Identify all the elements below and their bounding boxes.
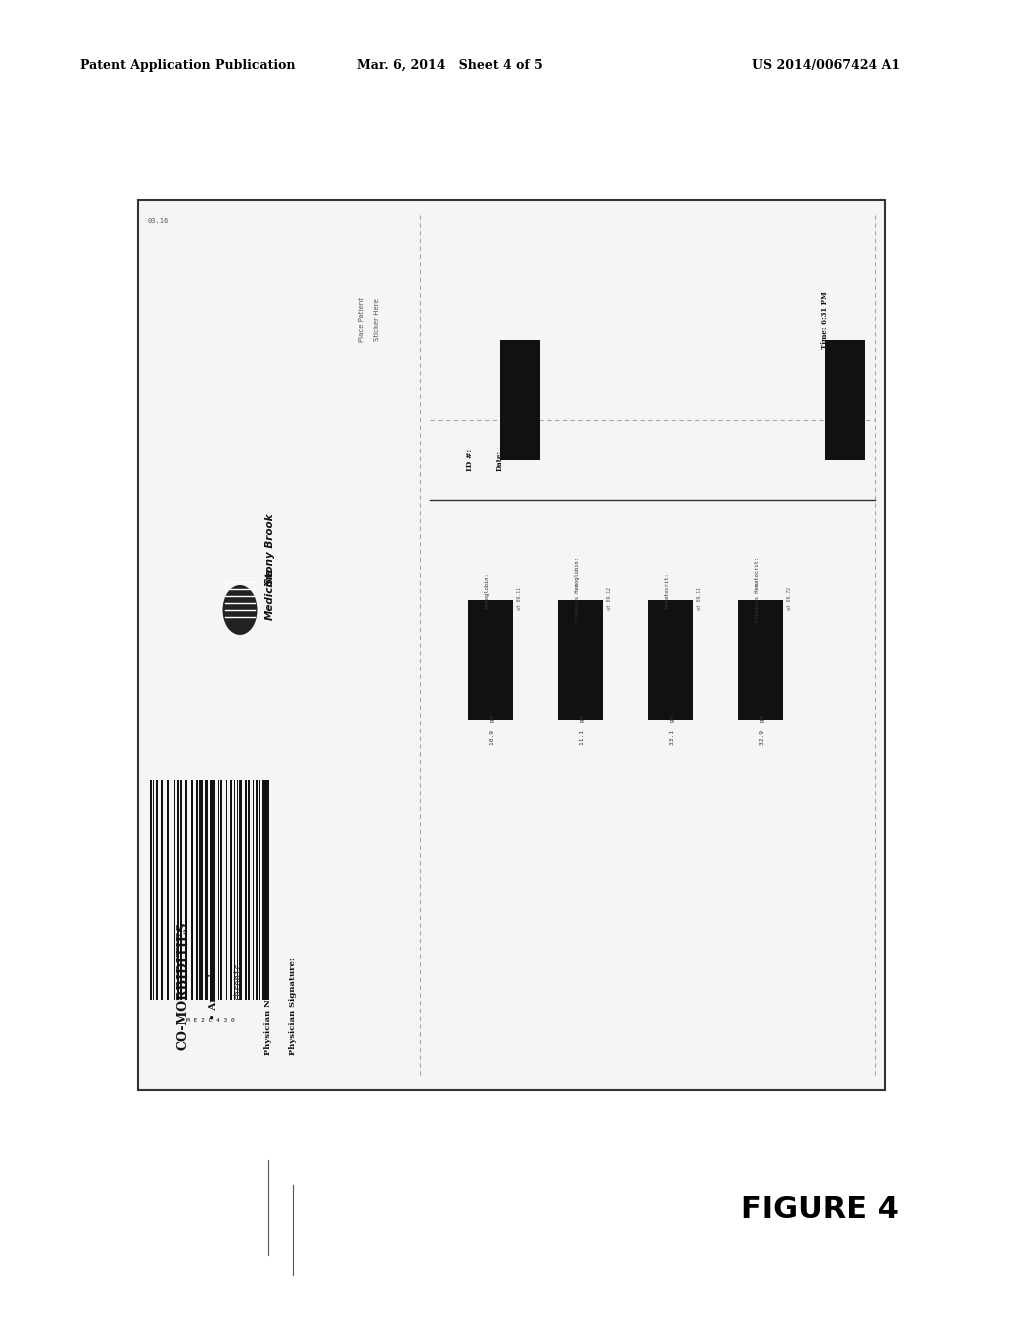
Text: M E 2 C 4 3 0: M E 2 C 4 3 0 — [185, 1018, 234, 1023]
Bar — [241, 780, 243, 1001]
Bar — [825, 341, 865, 459]
Text: Stony Brook: Stony Brook — [265, 513, 275, 585]
Bar — [212, 780, 214, 1001]
Bar — [229, 780, 232, 1001]
Bar — [558, 601, 603, 719]
Text: Physician Name:: Physician Name: — [264, 977, 272, 1055]
Text: ID #:: ID #: — [466, 449, 474, 471]
Bar — [179, 780, 182, 1001]
Bar — [150, 780, 153, 1001]
Text: 11.1  gm: 11.1 gm — [580, 715, 585, 744]
Bar — [258, 780, 260, 1001]
Bar — [161, 780, 163, 1001]
Text: at 09.11: at 09.11 — [697, 587, 702, 610]
Bar — [138, 201, 885, 1090]
Bar — [253, 780, 254, 1001]
Text: chronic: chronic — [233, 962, 243, 1001]
Bar — [177, 780, 179, 1001]
Bar — [191, 780, 194, 1001]
Bar — [248, 780, 250, 1001]
Bar — [173, 780, 175, 1001]
Bar — [468, 601, 513, 719]
Text: 32.9  gm: 32.9 gm — [760, 715, 765, 744]
Text: Time: 6:31 PM: Time: 6:31 PM — [821, 292, 829, 348]
Bar — [153, 780, 155, 1001]
Text: 03.16: 03.16 — [148, 218, 169, 224]
Bar — [196, 780, 198, 1001]
Bar — [265, 780, 267, 1001]
Text: CO-MORBIDITIES: CO-MORBIDITIES — [176, 921, 189, 1049]
Bar — [156, 780, 159, 1001]
Text: 33.1  gm: 33.1 gm — [670, 715, 675, 744]
Bar — [226, 780, 227, 1001]
Bar — [256, 780, 258, 1001]
Text: Sticker Here: Sticker Here — [374, 298, 380, 342]
Bar — [738, 601, 783, 719]
Bar — [210, 780, 212, 1001]
Bar — [245, 780, 246, 1001]
Text: Patent Application Publication: Patent Application Publication — [80, 58, 296, 71]
Text: Physician Signature:: Physician Signature: — [289, 957, 297, 1055]
Text: Previous Hemoglobin:: Previous Hemoglobin: — [575, 557, 580, 623]
Text: Medicine: Medicine — [265, 568, 275, 620]
Text: Hematocrit:: Hematocrit: — [665, 572, 670, 609]
Ellipse shape — [222, 585, 257, 635]
Text: Date:: Date: — [496, 449, 504, 470]
Bar — [500, 341, 540, 459]
Bar — [268, 780, 269, 1001]
Bar — [200, 780, 202, 1001]
Bar — [206, 780, 207, 1001]
Text: at 09.12: at 09.12 — [607, 587, 612, 610]
Text: Hemoglobin:: Hemoglobin: — [485, 572, 490, 609]
Bar — [168, 780, 169, 1001]
Bar — [185, 780, 187, 1001]
Text: at 09.11: at 09.11 — [517, 587, 522, 610]
Bar — [648, 601, 693, 719]
Text: US 2014/0067424 A1: US 2014/0067424 A1 — [752, 58, 900, 71]
Text: • Anemia :: • Anemia : — [209, 958, 217, 1020]
Text: 10.9  gm: 10.9 gm — [490, 715, 495, 744]
Text: Place Patient: Place Patient — [359, 297, 365, 342]
Text: Previous Hematocrit:: Previous Hematocrit: — [755, 557, 760, 623]
Bar — [262, 780, 264, 1001]
Text: at 09.72: at 09.72 — [787, 587, 792, 610]
Text: Mar. 6, 2014   Sheet 4 of 5: Mar. 6, 2014 Sheet 4 of 5 — [357, 58, 543, 71]
Bar — [220, 780, 222, 1001]
Text: FIGURE 4: FIGURE 4 — [741, 1196, 899, 1225]
